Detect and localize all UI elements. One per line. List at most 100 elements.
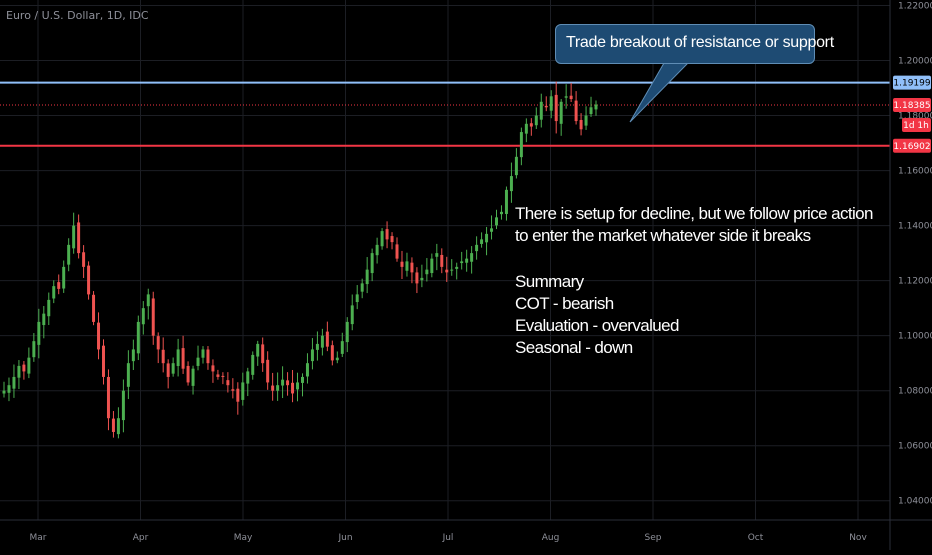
candle-body xyxy=(509,176,513,192)
candle-body xyxy=(2,390,6,394)
x-tick-label: Nov xyxy=(849,533,867,543)
candle-body xyxy=(594,104,598,110)
grid xyxy=(0,0,890,520)
candle-body xyxy=(490,228,494,232)
candle-body xyxy=(271,385,275,391)
y-tick-label: 1.16000 xyxy=(898,167,932,177)
x-tick-label: Apr xyxy=(133,533,149,543)
current-price-price-label: 1.18385 xyxy=(893,101,930,111)
candle-body xyxy=(420,277,424,281)
candle-body xyxy=(276,385,280,391)
candle-body xyxy=(246,371,250,384)
candle-body xyxy=(97,322,101,350)
candle-body xyxy=(544,105,548,108)
candle-body xyxy=(251,354,255,375)
candle-body xyxy=(534,115,538,126)
candle-body xyxy=(27,357,31,374)
candle-body xyxy=(480,239,484,244)
candle-body xyxy=(141,308,145,325)
candle-body xyxy=(82,252,86,267)
candle-body xyxy=(166,363,170,377)
x-tick-label: Jun xyxy=(337,533,352,543)
summary-evaluation: Evaluation - overvalued xyxy=(515,316,679,335)
y-tick-label: 1.18000 xyxy=(898,112,932,122)
candle-body xyxy=(380,231,384,247)
x-tick-label: Oct xyxy=(748,533,764,543)
candle-body xyxy=(37,321,41,345)
candle-body xyxy=(325,331,329,347)
candle-body xyxy=(390,236,394,243)
candle-body xyxy=(519,132,523,158)
symbol-title: Euro / U.S. Dollar, 1D, IDC xyxy=(6,9,149,22)
candle-body xyxy=(201,349,205,358)
candle-body xyxy=(17,365,21,378)
candle-body xyxy=(315,343,319,350)
candle-body xyxy=(430,258,434,274)
candle-body xyxy=(156,336,160,350)
candle-body xyxy=(221,375,225,377)
current-price-price-tag xyxy=(893,97,931,112)
candle-body xyxy=(524,123,528,134)
candle-body xyxy=(241,382,245,400)
candle-body xyxy=(161,349,165,364)
candle-body xyxy=(22,364,26,372)
y-tick-label: 1.04000 xyxy=(898,497,932,507)
candle-body xyxy=(410,262,414,273)
y-tick-label: 1.14000 xyxy=(898,222,932,232)
candle-body xyxy=(385,229,389,240)
candle-body xyxy=(300,376,304,383)
resistance-price-tag xyxy=(893,75,931,90)
candle-body xyxy=(52,286,56,299)
candle-body xyxy=(465,258,469,263)
candle-body xyxy=(216,374,220,377)
candle-body xyxy=(340,341,344,354)
countdown-label: 1d 1h xyxy=(903,121,929,131)
candle-body xyxy=(176,349,180,367)
y-tick-label: 1.10000 xyxy=(898,332,932,342)
candle-body xyxy=(111,418,115,432)
candle-body xyxy=(589,107,593,115)
candle-body xyxy=(400,261,404,267)
candle-body xyxy=(231,389,235,391)
summary-cot: COT - bearish xyxy=(515,294,614,313)
y-tick-label: 1.12000 xyxy=(898,277,932,287)
summary-seasonal: Seasonal - down xyxy=(515,338,633,357)
candle-body xyxy=(256,343,260,357)
candle-body xyxy=(345,321,349,343)
candle-body xyxy=(504,189,508,214)
x-tick-label: May xyxy=(234,533,253,543)
candle-body xyxy=(77,222,81,254)
candle-body xyxy=(350,305,354,325)
candle-body xyxy=(266,359,270,383)
candle-body xyxy=(261,344,265,364)
candle-body xyxy=(151,298,155,336)
candle-body xyxy=(460,261,464,264)
candle-body xyxy=(425,269,429,275)
candle-body xyxy=(564,96,568,98)
candle-body xyxy=(375,244,379,256)
candle-body xyxy=(42,313,46,326)
x-tick-label: Jul xyxy=(442,533,454,543)
candle-body xyxy=(171,363,175,374)
breakout-callout[interactable]: Trade breakout of resistance or support xyxy=(555,24,834,64)
candle-body xyxy=(355,294,359,303)
candle-body xyxy=(499,211,503,215)
candle-body xyxy=(102,345,105,377)
candle-body xyxy=(206,349,210,364)
candle-body xyxy=(226,380,230,386)
note-line-2: to enter the market whatever side it bre… xyxy=(515,226,811,245)
candle-body xyxy=(67,244,71,265)
candle-body xyxy=(72,225,76,249)
candle-body xyxy=(296,382,300,390)
candle-body xyxy=(549,96,553,111)
candle-body xyxy=(106,376,110,419)
candle-body xyxy=(92,294,96,322)
candle-body xyxy=(485,233,489,243)
candle-body xyxy=(579,119,583,130)
candle-body xyxy=(126,363,130,387)
note-line-1: There is setup for decline, but we follo… xyxy=(515,204,873,223)
